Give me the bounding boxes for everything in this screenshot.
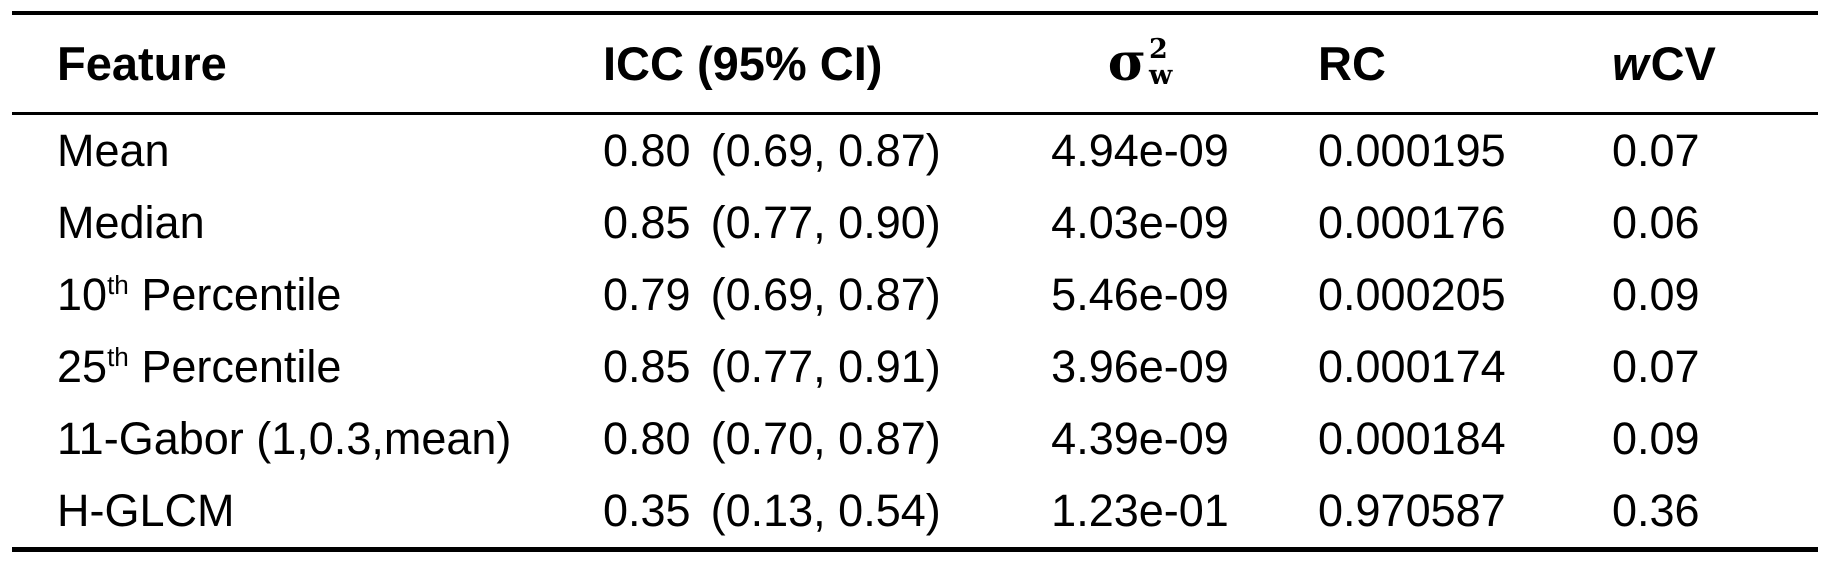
feature-name: Mean bbox=[57, 125, 170, 176]
ci-value: (0.70, 0.87) bbox=[710, 413, 941, 464]
feature-name: H-GLCM bbox=[57, 485, 235, 536]
feature-name: 11-Gabor (1,0.3,mean) bbox=[57, 413, 512, 464]
icc-cell: 0.85 (0.77, 0.90) bbox=[603, 197, 1020, 249]
feature-superscript: th bbox=[107, 342, 129, 372]
sigma-subscript-w: w bbox=[1149, 60, 1173, 91]
rc-cell: 0.970587 bbox=[1318, 485, 1506, 536]
ci-value: (0.69, 0.87) bbox=[710, 269, 941, 320]
ci-value: (0.69, 0.87) bbox=[710, 125, 941, 176]
feature-name-rest: Percentile bbox=[128, 269, 342, 320]
wcv-italic-w: w bbox=[1612, 37, 1649, 90]
wcv-cell: 0.36 bbox=[1612, 485, 1700, 536]
ci-value: (0.77, 0.91) bbox=[710, 341, 941, 392]
feature-name-rest: Percentile bbox=[128, 341, 342, 392]
column-header-rc: RC bbox=[1260, 36, 1612, 91]
sigma2w-cell: 5.46e-09 bbox=[1051, 269, 1229, 320]
icc-cell: 0.80 (0.70, 0.87) bbox=[603, 413, 1020, 465]
wcv-cell: 0.09 bbox=[1612, 413, 1700, 464]
icc-value: 0.80 bbox=[603, 125, 691, 176]
table-row-median: Median 0.85 (0.77, 0.90) 4.03e-09 0.00017… bbox=[12, 187, 1818, 259]
icc-value: 0.35 bbox=[603, 485, 691, 536]
sigma2w-cell: 3.96e-09 bbox=[1051, 341, 1229, 392]
sigma2w-cell: 4.94e-09 bbox=[1051, 125, 1229, 176]
feature-cell: H-GLCM bbox=[12, 485, 603, 537]
sigma-symbol: σ bbox=[1107, 32, 1147, 93]
column-header-wcv: wCV bbox=[1612, 36, 1818, 91]
sigma-superscript-2: 2 bbox=[1149, 34, 1168, 66]
feature-name: 10 bbox=[57, 269, 108, 320]
feature-cell: Mean bbox=[12, 125, 603, 177]
wcv-cell: 0.09 bbox=[1612, 269, 1700, 320]
column-header-icc-label: ICC (95% CI) bbox=[603, 37, 883, 90]
icc-cell: 0.80 (0.69, 0.87) bbox=[603, 125, 1020, 177]
icc-value: 0.85 bbox=[603, 341, 691, 392]
feature-cell: 10th Percentile bbox=[12, 269, 603, 321]
table-row-mean: Mean 0.80 (0.69, 0.87) 4.94e-09 0.000195 … bbox=[12, 115, 1818, 187]
icc-value: 0.79 bbox=[603, 269, 691, 320]
table-row-gabor: 11-Gabor (1,0.3,mean) 0.80 (0.70, 0.87) 4… bbox=[12, 403, 1818, 475]
column-header-rc-label: RC bbox=[1318, 37, 1386, 90]
ci-value: (0.77, 0.90) bbox=[710, 197, 941, 248]
table-row-hglcm: H-GLCM 0.35 (0.13, 0.54) 1.23e-01 0.97058… bbox=[12, 475, 1818, 547]
sigma2w-cell: 1.23e-01 bbox=[1051, 485, 1229, 536]
sigma2w-cell: 4.39e-09 bbox=[1051, 413, 1229, 464]
rc-cell: 0.000176 bbox=[1318, 197, 1506, 248]
icc-value: 0.85 bbox=[603, 197, 691, 248]
rc-cell: 0.000205 bbox=[1318, 269, 1506, 320]
rc-cell: 0.000184 bbox=[1318, 413, 1506, 464]
feature-cell: Median bbox=[12, 197, 603, 249]
feature-cell: 25th Percentile bbox=[12, 341, 603, 393]
wcv-cell: 0.07 bbox=[1612, 341, 1700, 392]
rc-cell: 0.000174 bbox=[1318, 341, 1506, 392]
column-header-feature: Feature bbox=[12, 36, 603, 91]
icc-cell: 0.85 (0.77, 0.91) bbox=[603, 341, 1020, 393]
feature-cell: 11-Gabor (1,0.3,mean) bbox=[12, 413, 603, 465]
wcv-cell: 0.07 bbox=[1612, 125, 1700, 176]
wcv-cv: CV bbox=[1650, 37, 1716, 90]
rc-cell: 0.000195 bbox=[1318, 125, 1506, 176]
table-row-10th-percentile: 10th Percentile 0.79 (0.69, 0.87) 5.46e-0… bbox=[12, 259, 1818, 331]
sigma2w-cell: 4.03e-09 bbox=[1051, 197, 1229, 248]
ci-value: (0.13, 0.54) bbox=[710, 485, 941, 536]
table-row-25th-percentile: 25th Percentile 0.85 (0.77, 0.91) 3.96e-0… bbox=[12, 331, 1818, 403]
icc-cell: 0.35 (0.13, 0.54) bbox=[603, 485, 1020, 537]
icc-cell: 0.79 (0.69, 0.87) bbox=[603, 269, 1020, 321]
feature-name: 25 bbox=[57, 341, 108, 392]
wcv-cell: 0.06 bbox=[1612, 197, 1700, 248]
feature-name: Median bbox=[57, 197, 205, 248]
column-header-feature-label: Feature bbox=[57, 37, 227, 90]
icc-value: 0.80 bbox=[603, 413, 691, 464]
feature-superscript: th bbox=[107, 270, 129, 300]
column-header-icc: ICC (95% CI) bbox=[603, 36, 1020, 91]
